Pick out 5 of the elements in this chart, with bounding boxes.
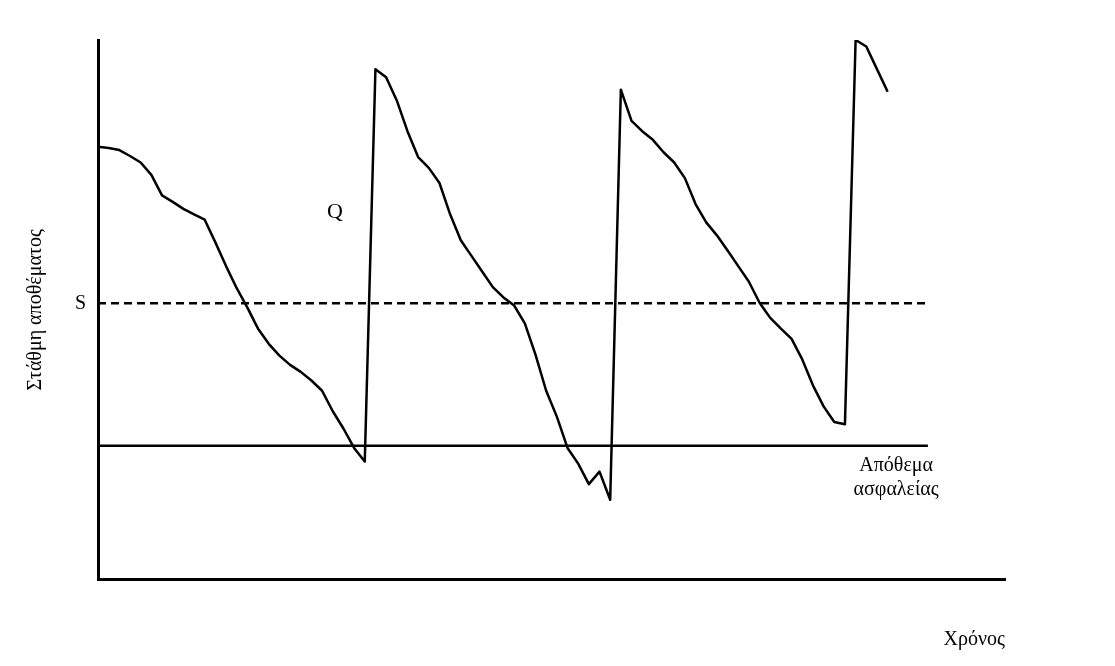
annotation: Q [327,198,343,224]
ref-line-label: Απόθεμα ασφαλείας [853,453,939,501]
y-axis-title: Στάθμη αποθέματος [23,229,47,391]
ref-line-label: S [74,290,86,313]
x-axis-title: Χρόνος [943,627,1006,651]
